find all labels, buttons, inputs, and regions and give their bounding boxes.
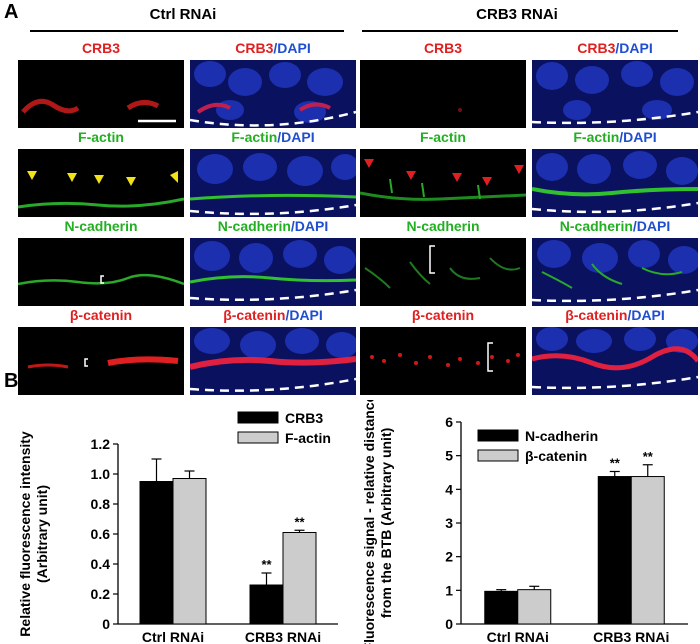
- y-tick-label: 0.2: [91, 586, 111, 602]
- legend-label: F-actin: [285, 430, 331, 446]
- yellow-arrowhead: [170, 171, 178, 183]
- label-factin-dapi-crb3rnai: F-actin/DAPI: [573, 129, 657, 145]
- micrograph-factin-dapi-ctrl: [190, 149, 356, 217]
- label-ncad-ctrl: N-cadherin: [64, 218, 138, 234]
- bar: [630, 476, 665, 625]
- label-factin-dapi-ctrl: F-actin/DAPI: [231, 129, 315, 145]
- micrograph-bcat-ctrl: [18, 327, 184, 395]
- significance-label: **: [261, 557, 272, 572]
- label-crb3-dapi-crb3rnai: CRB3/DAPI: [577, 40, 653, 56]
- bracket: [84, 358, 88, 367]
- micrograph-ncad-dapi-crb3rnai: [532, 238, 698, 306]
- label-bcat-dapi-ctrl: β-catenin/DAPI: [223, 307, 323, 323]
- y-axis-label: Relative fluorescence intensity: [17, 431, 33, 637]
- bracket: [100, 275, 104, 284]
- y-tick-label: 0.8: [91, 496, 111, 512]
- y-tick-label: 0: [102, 616, 110, 632]
- bracket: [487, 342, 493, 372]
- y-tick-label: 0.4: [91, 556, 111, 572]
- y-tick-label: 3: [445, 515, 453, 531]
- label-factin-crb3rnai: F-actin: [420, 129, 466, 145]
- micrograph-factin-dapi-crb3rnai: [532, 149, 698, 217]
- y-tick-label: 0.6: [91, 526, 111, 542]
- bar: [282, 532, 317, 625]
- label-ncad-dapi-crb3rnai: N-cadherin/DAPI: [559, 218, 671, 234]
- micrograph-ncad-dapi-ctrl: [190, 238, 356, 306]
- label-bcat-crb3rnai: β-catenin: [411, 307, 475, 323]
- y-axis-label: (Arbitrary unit): [34, 485, 50, 583]
- red-arrowhead: [514, 165, 524, 174]
- label-bcat-ctrl: β-catenin: [69, 307, 133, 323]
- legend-swatch: [237, 411, 279, 424]
- bar: [484, 590, 519, 625]
- bracket: [429, 245, 435, 274]
- micrograph-crb3-crb3rnai: [360, 60, 526, 128]
- micrograph-bcat-dapi-ctrl: [190, 327, 356, 395]
- group-line-ctrl: [30, 30, 344, 32]
- micrograph-bcat-crb3rnai: [360, 327, 526, 395]
- yellow-arrowhead: [27, 171, 37, 180]
- y-tick-label: 1.2: [91, 436, 111, 452]
- panel-letter-b: B: [4, 370, 19, 392]
- y-tick-label: 6: [445, 414, 453, 430]
- label-crb3-dapi-ctrl: CRB3/DAPI: [235, 40, 311, 56]
- bar: [249, 584, 284, 625]
- label-ncad-dapi-ctrl: N-cadherin/DAPI: [217, 218, 329, 234]
- label-bcat-dapi-crb3rnai: β-catenin/DAPI: [565, 307, 665, 323]
- label-crb3-ctrl: CRB3: [81, 40, 121, 56]
- bar: [517, 589, 552, 625]
- micrograph-bcat-dapi-crb3rnai: [532, 327, 698, 395]
- x-tick-label: Ctrl RNAi: [142, 629, 204, 644]
- y-axis-label: from the BTB (Arbitrary unit): [378, 428, 394, 619]
- red-arrowhead: [452, 173, 462, 182]
- group-line-crb3: [362, 30, 678, 32]
- yellow-arrowhead: [126, 177, 136, 186]
- bar: [597, 476, 632, 625]
- yellow-arrowhead: [94, 175, 104, 184]
- y-tick-label: 4: [445, 481, 453, 497]
- legend-label: CRB3: [285, 410, 323, 426]
- legend-label: β-catenin: [525, 448, 587, 464]
- legend-swatch: [477, 449, 519, 462]
- micrograph-ncad-crb3rnai: [360, 238, 526, 306]
- y-tick-label: 1.0: [91, 466, 111, 482]
- micrograph-factin-crb3rnai: [360, 149, 526, 217]
- micrograph-crb3-ctrl: [18, 60, 184, 128]
- y-tick-label: 2: [445, 549, 453, 565]
- label-factin-ctrl: F-actin: [78, 129, 124, 145]
- significance-label: **: [294, 514, 305, 529]
- significance-label: **: [610, 455, 621, 470]
- chart-relative-distance: 0 1 2 3 4 5 6 Fluorescence signal - relative di…: [350, 400, 700, 644]
- micrograph-factin-ctrl: [18, 149, 184, 217]
- label-ncad-crb3rnai: N-cadherin: [406, 218, 480, 234]
- significance-label: **: [643, 449, 654, 464]
- y-tick-label: 0: [445, 616, 453, 632]
- x-tick-label: Ctrl RNAi: [487, 629, 549, 644]
- bar: [139, 481, 174, 625]
- legend-swatch: [477, 429, 519, 442]
- red-arrowhead: [406, 171, 416, 180]
- label-crb3-crb3rnai: CRB3: [423, 40, 463, 56]
- x-tick-label: CRB3 RNAi: [245, 629, 321, 644]
- group-title-crb3: CRB3 RNAi: [476, 6, 558, 23]
- group-title-ctrl: Ctrl RNAi: [149, 6, 217, 23]
- red-arrowhead: [482, 177, 492, 186]
- x-tick-label: CRB3 RNAi: [593, 629, 669, 644]
- yellow-arrowhead: [67, 173, 77, 182]
- legend-label: N-cadherin: [525, 428, 598, 444]
- bar: [172, 478, 207, 625]
- micrograph-crb3-dapi-crb3rnai: [532, 60, 698, 128]
- y-tick-label: 5: [445, 448, 453, 464]
- legend-swatch: [237, 431, 279, 444]
- panel-letter-a: A: [4, 1, 19, 23]
- red-arrowhead: [364, 159, 374, 168]
- micrograph-ncad-ctrl: [18, 238, 184, 306]
- y-axis-label: Fluorescence signal - relative distance: [361, 400, 377, 644]
- chart-fluorescence-intensity: 0 0.2 0.4 0.6 0.8 1.0 1.2 Relative fluorescence…: [0, 400, 350, 644]
- y-tick-label: 1: [445, 582, 453, 598]
- micrograph-crb3-dapi-ctrl: [190, 60, 356, 128]
